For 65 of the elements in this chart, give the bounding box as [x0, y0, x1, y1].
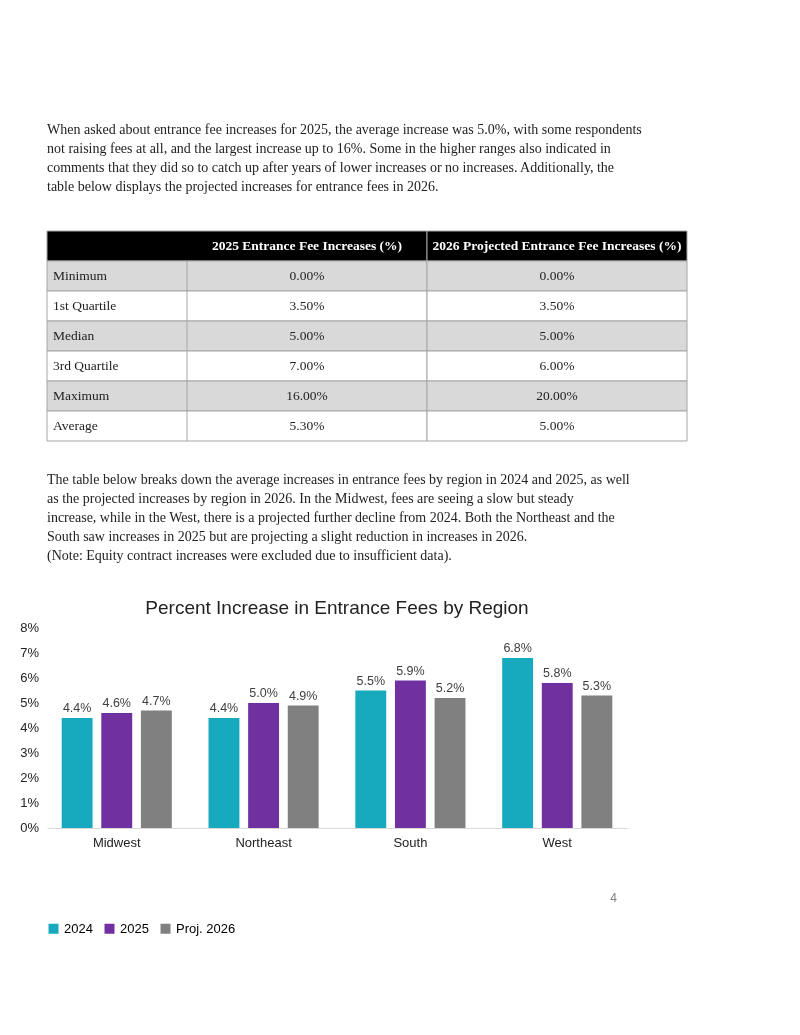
data-label: 4.6% — [102, 696, 131, 710]
y-tick-label: 7% — [20, 645, 40, 660]
y-tick-label: 1% — [20, 795, 40, 810]
legend-label: 2024 — [64, 920, 93, 936]
text: 5.00% — [289, 328, 325, 343]
data-label: 4.9% — [288, 688, 318, 703]
category-label: Average — [53, 418, 98, 433]
bar — [101, 713, 133, 828]
bar — [140, 710, 172, 828]
text: The table below breaks down the average increases in entrance fees by region in 2024 and 2025, as well as the projected increases by region in 2026. In the Midwest, fees are seeing a slow but steady increase, while in the West, there is a projected further decline from 2024. Both the Northeast and the South saw increases in 2025 but are projecting a slight reduction in increases in 2026. — [47, 472, 630, 544]
bar — [61, 718, 93, 828]
text: 20.00% — [536, 388, 578, 403]
data-label: 5.8% — [543, 666, 572, 680]
text: When asked about entrance fee increases for 2025, the average increase was 5.0%, with some respondents not raising fees at all, and the largest increase up to 16%. Some in the higher ranges also indicated in comments that they did so to catch up after years of lower increases or no increases. Additionally, the table below displays the projected increases for entrance fees in 2026. — [47, 122, 642, 194]
text: 0.00% — [289, 268, 325, 283]
y-tick-label: 2% — [20, 770, 40, 785]
text: 5.00% — [539, 328, 575, 343]
text: 3.50% — [289, 298, 325, 313]
bar — [502, 658, 534, 828]
data-label: 5.0% — [249, 686, 278, 700]
data-label: 5.2% — [435, 681, 465, 695]
bar — [355, 690, 387, 828]
chart-title: Percent Increase in Entrance Fees by Region — [145, 597, 529, 618]
x-tick-label: Midwest — [92, 834, 141, 850]
text: 7.00% — [289, 358, 325, 373]
text: 6.00% — [539, 358, 575, 373]
y-tick-label: 5% — [20, 695, 40, 710]
text: (Note: Equity contract increases were excluded due to insufficient data). — [47, 548, 452, 564]
data-label: 6.8% — [503, 641, 532, 655]
text: 4 — [610, 891, 618, 905]
y-tick-label: 3% — [20, 745, 40, 760]
y-tick-label: 4% — [20, 720, 40, 735]
category-label: 2026 Projected Entrance Fee Increases (%) — [432, 238, 682, 253]
bar — [287, 705, 319, 828]
legend-label: Proj. 2026 — [176, 920, 236, 936]
bar — [208, 718, 240, 828]
data-label: 5.3% — [582, 678, 612, 693]
category-label: Minimum — [53, 268, 108, 283]
text: 16.00% — [286, 388, 328, 403]
y-tick-label: 0% — [20, 820, 40, 835]
category-label: Median — [53, 328, 95, 343]
legend-label: 2025 — [120, 920, 149, 936]
x-tick-label: West — [542, 834, 573, 850]
y-tick-label: 8% — [20, 620, 40, 635]
data-label: 5.9% — [396, 663, 425, 678]
category-label: 1st Quartile — [53, 298, 117, 313]
category-label: Maximum — [53, 388, 110, 403]
x-tick-label: Northeast — [235, 834, 293, 850]
category-label: 3rd Quartile — [53, 358, 119, 373]
text: 5.30% — [289, 418, 325, 433]
data-label: 5.5% — [356, 673, 386, 688]
text: 5.00% — [539, 418, 575, 433]
bar — [581, 695, 613, 828]
text: 0.00% — [539, 268, 575, 283]
bar — [434, 698, 466, 828]
text: 3.50% — [539, 298, 575, 313]
data-label: 4.7% — [142, 693, 171, 708]
x-tick-label: South — [393, 834, 428, 850]
data-label: 4.4% — [209, 701, 239, 715]
bar — [394, 680, 426, 828]
bar — [541, 683, 573, 828]
category-label: 2025 Entrance Fee Increases (%) — [211, 238, 403, 253]
y-tick-label: 6% — [20, 670, 40, 685]
bar — [248, 703, 280, 828]
data-label: 4.4% — [62, 701, 92, 715]
